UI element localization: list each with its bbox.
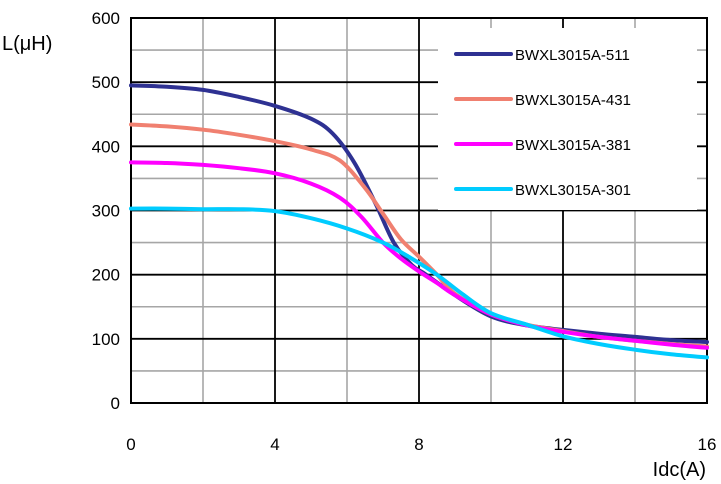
x-tick-label: 12 [554,435,573,454]
x-tick-label: 4 [270,435,279,454]
legend-label: BWXL3015A-431 [515,92,631,109]
y-tick-label: 500 [92,73,120,92]
y-axis-label: L(μH) [2,33,52,55]
series-line-BWXL3015A-301 [129,206,709,360]
y-tick-label: 300 [92,202,120,221]
legend-label: BWXL3015A-511 [515,47,630,64]
x-tick-labels: 0 4 8 12 16 [126,435,716,454]
y-tick-label: 0 [111,394,120,413]
series-line-BWXL3015A-381 [129,160,709,350]
series-layer [129,83,709,360]
legend: BWXL3015A-511 BWXL3015A-431 BWXL3015A-381 B… [454,47,631,199]
legend-box [438,28,697,210]
x-axis-label: Idc(A) [653,459,706,481]
x-tick-label: 0 [126,435,135,454]
y-tick-label: 200 [92,266,120,285]
x-tick-label: 8 [414,435,423,454]
legend-label: BWXL3015A-381 [515,137,631,154]
y-tick-label: 600 [92,9,120,28]
x-tick-label: 16 [698,435,717,454]
y-tick-label: 400 [92,137,120,156]
y-tick-label: 100 [92,330,120,349]
y-tick-labels: 0 100 200 300 400 500 600 [92,9,120,413]
legend-label: BWXL3015A-301 [515,182,631,199]
